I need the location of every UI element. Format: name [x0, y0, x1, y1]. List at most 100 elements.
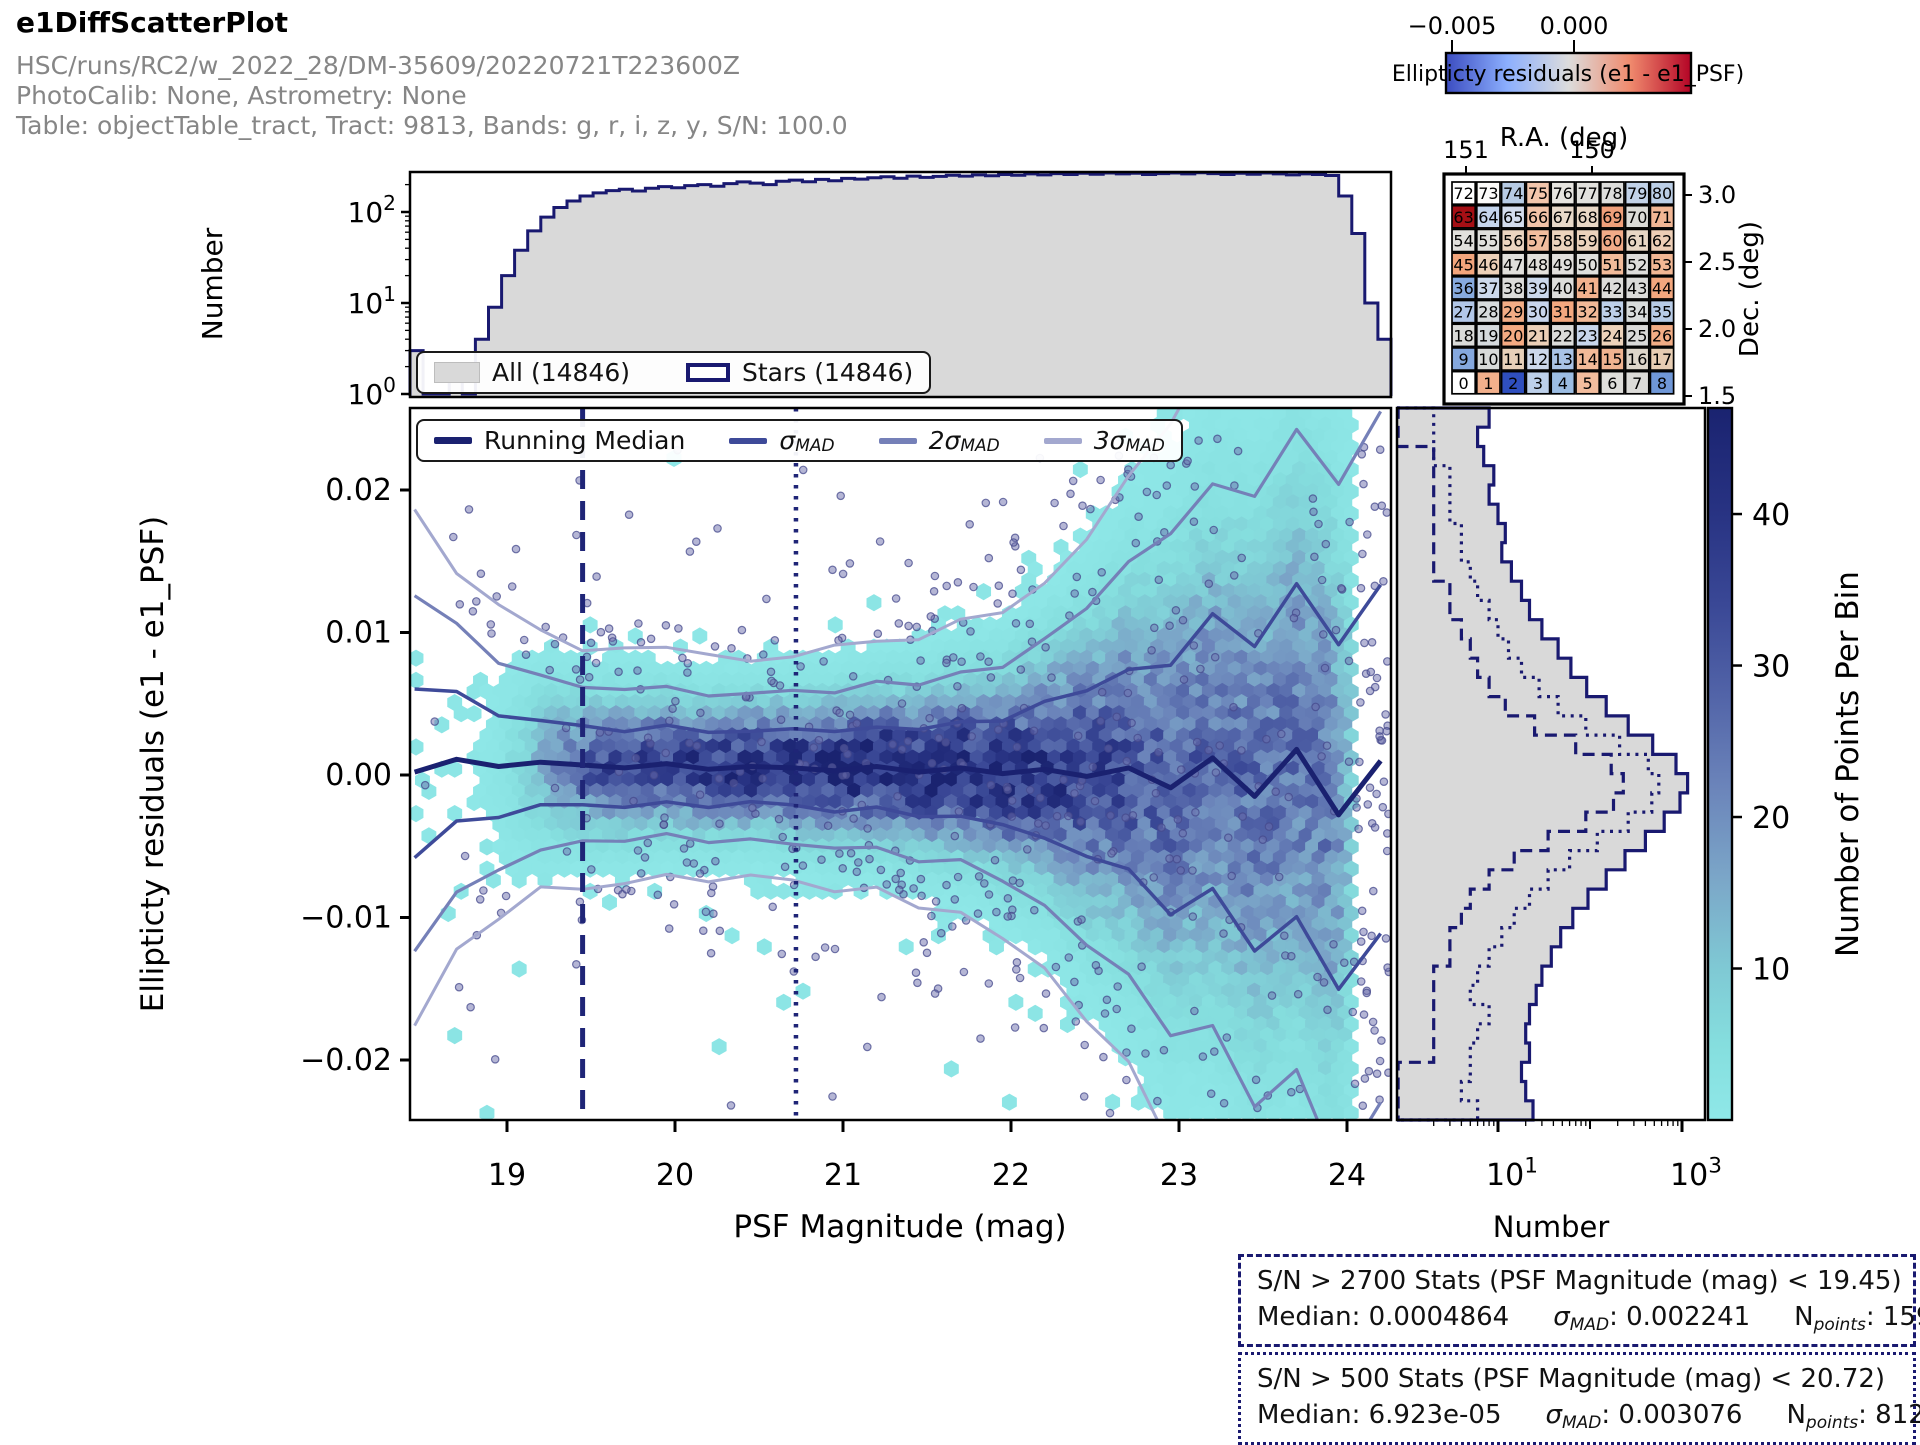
svg-text:101: 101: [1486, 1153, 1538, 1193]
median-line-swatch: [434, 437, 472, 444]
svg-text:59: 59: [1577, 232, 1597, 251]
svg-text:37: 37: [1478, 279, 1498, 298]
svg-text:79: 79: [1627, 184, 1647, 203]
svg-text:−0.005: −0.005: [1408, 12, 1497, 40]
svg-text:51: 51: [1602, 255, 1622, 274]
svg-text:R.A. (deg): R.A. (deg): [1500, 123, 1629, 153]
svg-text:7: 7: [1632, 374, 1642, 393]
sigma2-line-swatch: [878, 437, 917, 444]
svg-text:35: 35: [1652, 303, 1672, 322]
svg-text:11: 11: [1503, 350, 1523, 369]
svg-text:Ellipticty residuals (e1 - e1_: Ellipticty residuals (e1 - e1_PSF): [1392, 62, 1744, 87]
svg-text:56: 56: [1503, 232, 1523, 251]
legend-item-2sigma: 2σ MAD: [878, 426, 1000, 456]
svg-text:22: 22: [992, 1158, 1030, 1193]
legend-item-3sigma: 3σ MAD: [1043, 426, 1165, 456]
svg-text:77: 77: [1577, 184, 1597, 203]
subtitle-run: HSC/runs/RC2/w_2022_28/DM-35609/20220721…: [16, 51, 741, 80]
svg-text:30: 30: [1752, 650, 1790, 685]
svg-text:1.5: 1.5: [1698, 382, 1736, 410]
stats-snr2700-title: S/N > 2700 Stats (PSF Magnitude (mag) < …: [1257, 1266, 1902, 1296]
svg-text:72: 72: [1453, 184, 1473, 203]
svg-text:20: 20: [1503, 326, 1523, 345]
stats-box-snr500: S/N > 500 Stats (PSF Magnitude (mag) < 2…: [1238, 1352, 1920, 1445]
svg-text:41: 41: [1577, 279, 1597, 298]
svg-text:67: 67: [1553, 208, 1573, 227]
svg-text:20: 20: [656, 1158, 694, 1193]
svg-text:2: 2: [1508, 374, 1518, 393]
svg-text:16: 16: [1627, 350, 1647, 369]
svg-text:2.0: 2.0: [1698, 315, 1736, 343]
svg-text:103: 103: [1670, 1153, 1722, 1193]
histogram-legend: All (14846) Stars (14846): [416, 351, 932, 394]
svg-text:48: 48: [1528, 255, 1548, 274]
sigma-label: σ: [779, 426, 796, 455]
svg-text:151: 151: [1443, 136, 1489, 164]
legend-item-median: Running Median: [434, 426, 685, 455]
stats-snr500-median: Median: 6.923e-05: [1257, 1400, 1502, 1430]
svg-text:−0.02: −0.02: [300, 1043, 392, 1078]
svg-text:3.0: 3.0: [1698, 181, 1736, 209]
svg-text:34: 34: [1627, 303, 1647, 322]
svg-text:102: 102: [348, 191, 396, 229]
stats-snr500-values: Median: 6.923e-05 σMAD: 0.003076 Npoints…: [1257, 1397, 1920, 1436]
legend-item-all: All (14846): [434, 358, 630, 387]
svg-text:52: 52: [1627, 255, 1647, 274]
svg-text:Number: Number: [196, 227, 229, 340]
svg-text:49: 49: [1553, 255, 1573, 274]
svg-text:6: 6: [1607, 374, 1617, 393]
svg-text:80: 80: [1652, 184, 1672, 203]
svg-text:Ellipticty residuals (e1 - e1_: Ellipticty residuals (e1 - e1_PSF): [135, 516, 171, 1012]
svg-text:76: 76: [1553, 184, 1573, 203]
svg-text:4: 4: [1558, 374, 1568, 393]
header: e1DiffScatterPlot HSC/runs/RC2/w_2022_28…: [16, 6, 848, 141]
svg-text:46: 46: [1478, 255, 1498, 274]
svg-text:40: 40: [1752, 498, 1790, 533]
stats-snr500-sigma: σMAD: 0.003076: [1545, 1400, 1743, 1433]
svg-text:33: 33: [1602, 303, 1622, 322]
median-label: Running Median: [484, 426, 686, 455]
svg-text:38: 38: [1503, 279, 1523, 298]
sigma3-line-swatch: [1043, 437, 1082, 444]
svg-text:0: 0: [1459, 374, 1469, 393]
svg-text:17: 17: [1652, 350, 1672, 369]
svg-text:21: 21: [824, 1158, 862, 1193]
svg-text:−0.01: −0.01: [300, 901, 392, 936]
svg-text:15: 15: [1602, 350, 1622, 369]
svg-text:70: 70: [1627, 208, 1647, 227]
right-histogram: 101 103 Number: [1395, 406, 1722, 1244]
svg-text:39: 39: [1528, 279, 1548, 298]
svg-text:2.5: 2.5: [1698, 248, 1736, 276]
svg-text:55: 55: [1478, 232, 1498, 251]
svg-text:150: 150: [1569, 136, 1615, 164]
svg-text:36: 36: [1453, 279, 1473, 298]
svg-text:14: 14: [1577, 350, 1597, 369]
svg-text:63: 63: [1453, 208, 1473, 227]
stats-snr2700-sigma: σMAD: 0.002241: [1553, 1302, 1751, 1335]
sigma2-sub: MAD: [960, 435, 1000, 456]
svg-text:10: 10: [1478, 350, 1498, 369]
svg-text:50: 50: [1577, 255, 1597, 274]
svg-text:40: 40: [1553, 279, 1573, 298]
svg-text:78: 78: [1602, 184, 1622, 203]
all-label: All (14846): [492, 358, 630, 387]
svg-text:Number of Points Per Bin: Number of Points Per Bin: [1830, 571, 1866, 957]
stars-label: Stars (14846): [741, 358, 914, 387]
svg-text:65: 65: [1503, 208, 1523, 227]
svg-text:9: 9: [1459, 350, 1469, 369]
svg-text:20: 20: [1752, 801, 1790, 836]
svg-text:69: 69: [1602, 208, 1622, 227]
svg-text:0.00: 0.00: [325, 758, 392, 793]
svg-text:53: 53: [1652, 255, 1672, 274]
svg-text:68: 68: [1577, 208, 1597, 227]
stats-snr500-title: S/N > 500 Stats (PSF Magnitude (mag) < 2…: [1257, 1364, 1886, 1394]
svg-text:101: 101: [348, 282, 396, 320]
top-histogram: 100 101 102 Number: [196, 170, 1393, 411]
top-colorbar: −0.005 0.000 Ellipticty residuals (e1 - e1…: [1392, 12, 1744, 95]
svg-text:66: 66: [1528, 208, 1548, 227]
svg-text:23: 23: [1160, 1158, 1198, 1193]
points-colorbar: 10 20 30 40 Number of Points Per Bin: [1706, 406, 1866, 1122]
svg-text:24: 24: [1602, 326, 1622, 345]
